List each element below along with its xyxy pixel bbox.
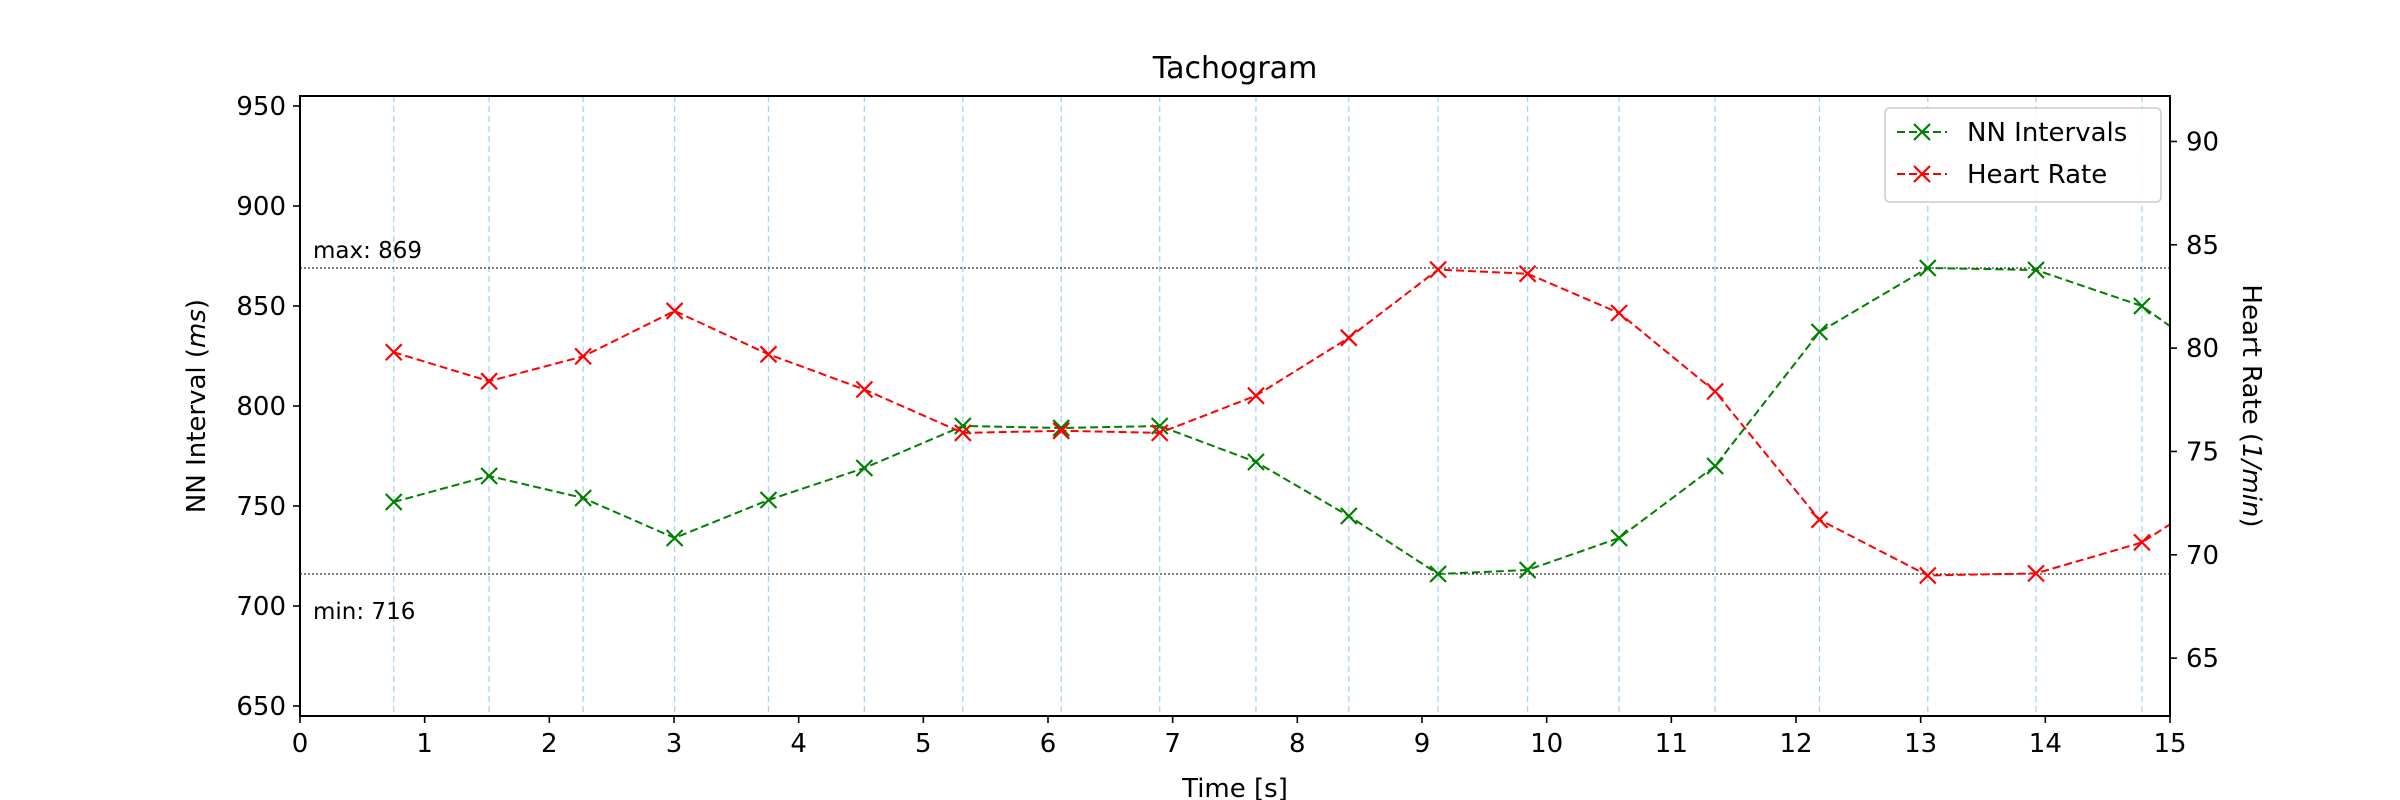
series-line (393, 266, 2170, 576)
data-point (384, 493, 403, 511)
y-right-tick-label: 90 (2186, 127, 2219, 157)
reference-line-label: min: 716 (313, 599, 415, 625)
data-point (1340, 507, 1358, 525)
y-axis-left-label: NN Interval (ms) (182, 299, 212, 513)
x-tick-label: 13 (1904, 729, 1937, 759)
x-tick-label: 11 (1655, 729, 1688, 759)
data-point (384, 343, 403, 362)
series-heart-rate (384, 260, 2170, 585)
legend-box (1884, 107, 2162, 203)
x-tick-label: 2 (541, 729, 558, 759)
data-point (1340, 329, 1358, 347)
data-point (759, 491, 778, 509)
data-point (1247, 453, 1265, 471)
y-left-tick-label: 700 (236, 592, 286, 622)
data-point (1150, 424, 1169, 442)
legend-marker (1913, 165, 1931, 183)
data-point (2133, 297, 2151, 315)
y-right-tick-label: 70 (2186, 541, 2219, 571)
data-point (574, 489, 592, 507)
data-point (1810, 510, 1829, 529)
x-tick-label: 10 (1530, 729, 1563, 759)
legend-marker (1913, 123, 1931, 141)
chart-title: Tachogram (1152, 51, 1318, 86)
legend-label: Heart Rate (1967, 160, 2107, 190)
series-line (393, 268, 2170, 577)
data-point (2027, 564, 2045, 583)
data-point (855, 459, 874, 477)
data-point (1810, 323, 1829, 341)
data-point (480, 467, 498, 485)
y-left-tick-label: 900 (236, 192, 286, 222)
y-right-tick-label: 85 (2186, 231, 2219, 261)
data-point (1052, 422, 1070, 440)
x-tick-label: 7 (1164, 729, 1181, 759)
data-point (1150, 417, 1169, 435)
data-point (1918, 566, 1937, 585)
y-right-tick-label: 65 (2186, 644, 2219, 674)
data-point (1429, 260, 1447, 279)
data-point (1706, 382, 1724, 401)
data-point (2027, 261, 2045, 279)
legend: NN Intervals Heart Rate (1884, 107, 2162, 203)
data-point (855, 380, 874, 399)
data-point (665, 529, 684, 547)
legend-label: NN Intervals (1967, 118, 2127, 148)
series-layer (384, 259, 2170, 585)
data-point (1052, 419, 1070, 437)
x-axis-label: Time [s] (1181, 774, 1288, 800)
y-left-tick-label: 800 (236, 392, 286, 422)
x-tick-label: 5 (915, 729, 932, 759)
series-nn-intervals (384, 259, 2170, 583)
y-right-tick-label: 80 (2186, 334, 2219, 364)
x-tick-label: 3 (666, 729, 683, 759)
data-point (1610, 529, 1628, 547)
y-left-tick-label: 850 (236, 292, 286, 322)
x-tick-label: 4 (790, 729, 807, 759)
data-point (574, 347, 592, 366)
data-point (1518, 561, 1537, 579)
axes: 0 1 2 3 4 5 6 7 8 9 10 11 12 13 14 15650700750800850900… (236, 92, 2219, 759)
y-left-tick-label: 950 (236, 92, 286, 122)
legend-item: NN Intervals (1897, 118, 2127, 148)
x-tick-label: 15 (2153, 729, 2186, 759)
data-point (1247, 386, 1265, 405)
x-tick-label: 12 (1779, 729, 1812, 759)
y-right-tick-label: 75 (2186, 437, 2219, 467)
data-point (2133, 533, 2151, 552)
data-point (1429, 565, 1447, 583)
y-left-tick-label: 650 (236, 692, 286, 722)
data-point (1610, 304, 1628, 322)
data-point (665, 302, 684, 320)
x-tick-label: 0 (292, 729, 309, 759)
legend-item: Heart Rate (1897, 160, 2107, 190)
reference-lines: max: 869 min: 716 (300, 238, 2170, 625)
x-tick-label: 1 (416, 729, 433, 759)
data-point (1518, 264, 1537, 283)
reference-line-label: max: 869 (313, 238, 422, 264)
y-axis-right-label: Heart Rate (1/min) (2236, 284, 2266, 527)
data-point (1706, 457, 1724, 475)
data-point (954, 424, 972, 442)
data-point (759, 345, 778, 364)
x-tick-label: 14 (2029, 729, 2062, 759)
data-point (480, 372, 498, 390)
x-tick-label: 6 (1040, 729, 1057, 759)
x-tick-label: 8 (1289, 729, 1306, 759)
y-left-tick-label: 750 (236, 492, 286, 522)
data-point (1918, 259, 1937, 277)
x-tick-label: 9 (1414, 729, 1431, 759)
